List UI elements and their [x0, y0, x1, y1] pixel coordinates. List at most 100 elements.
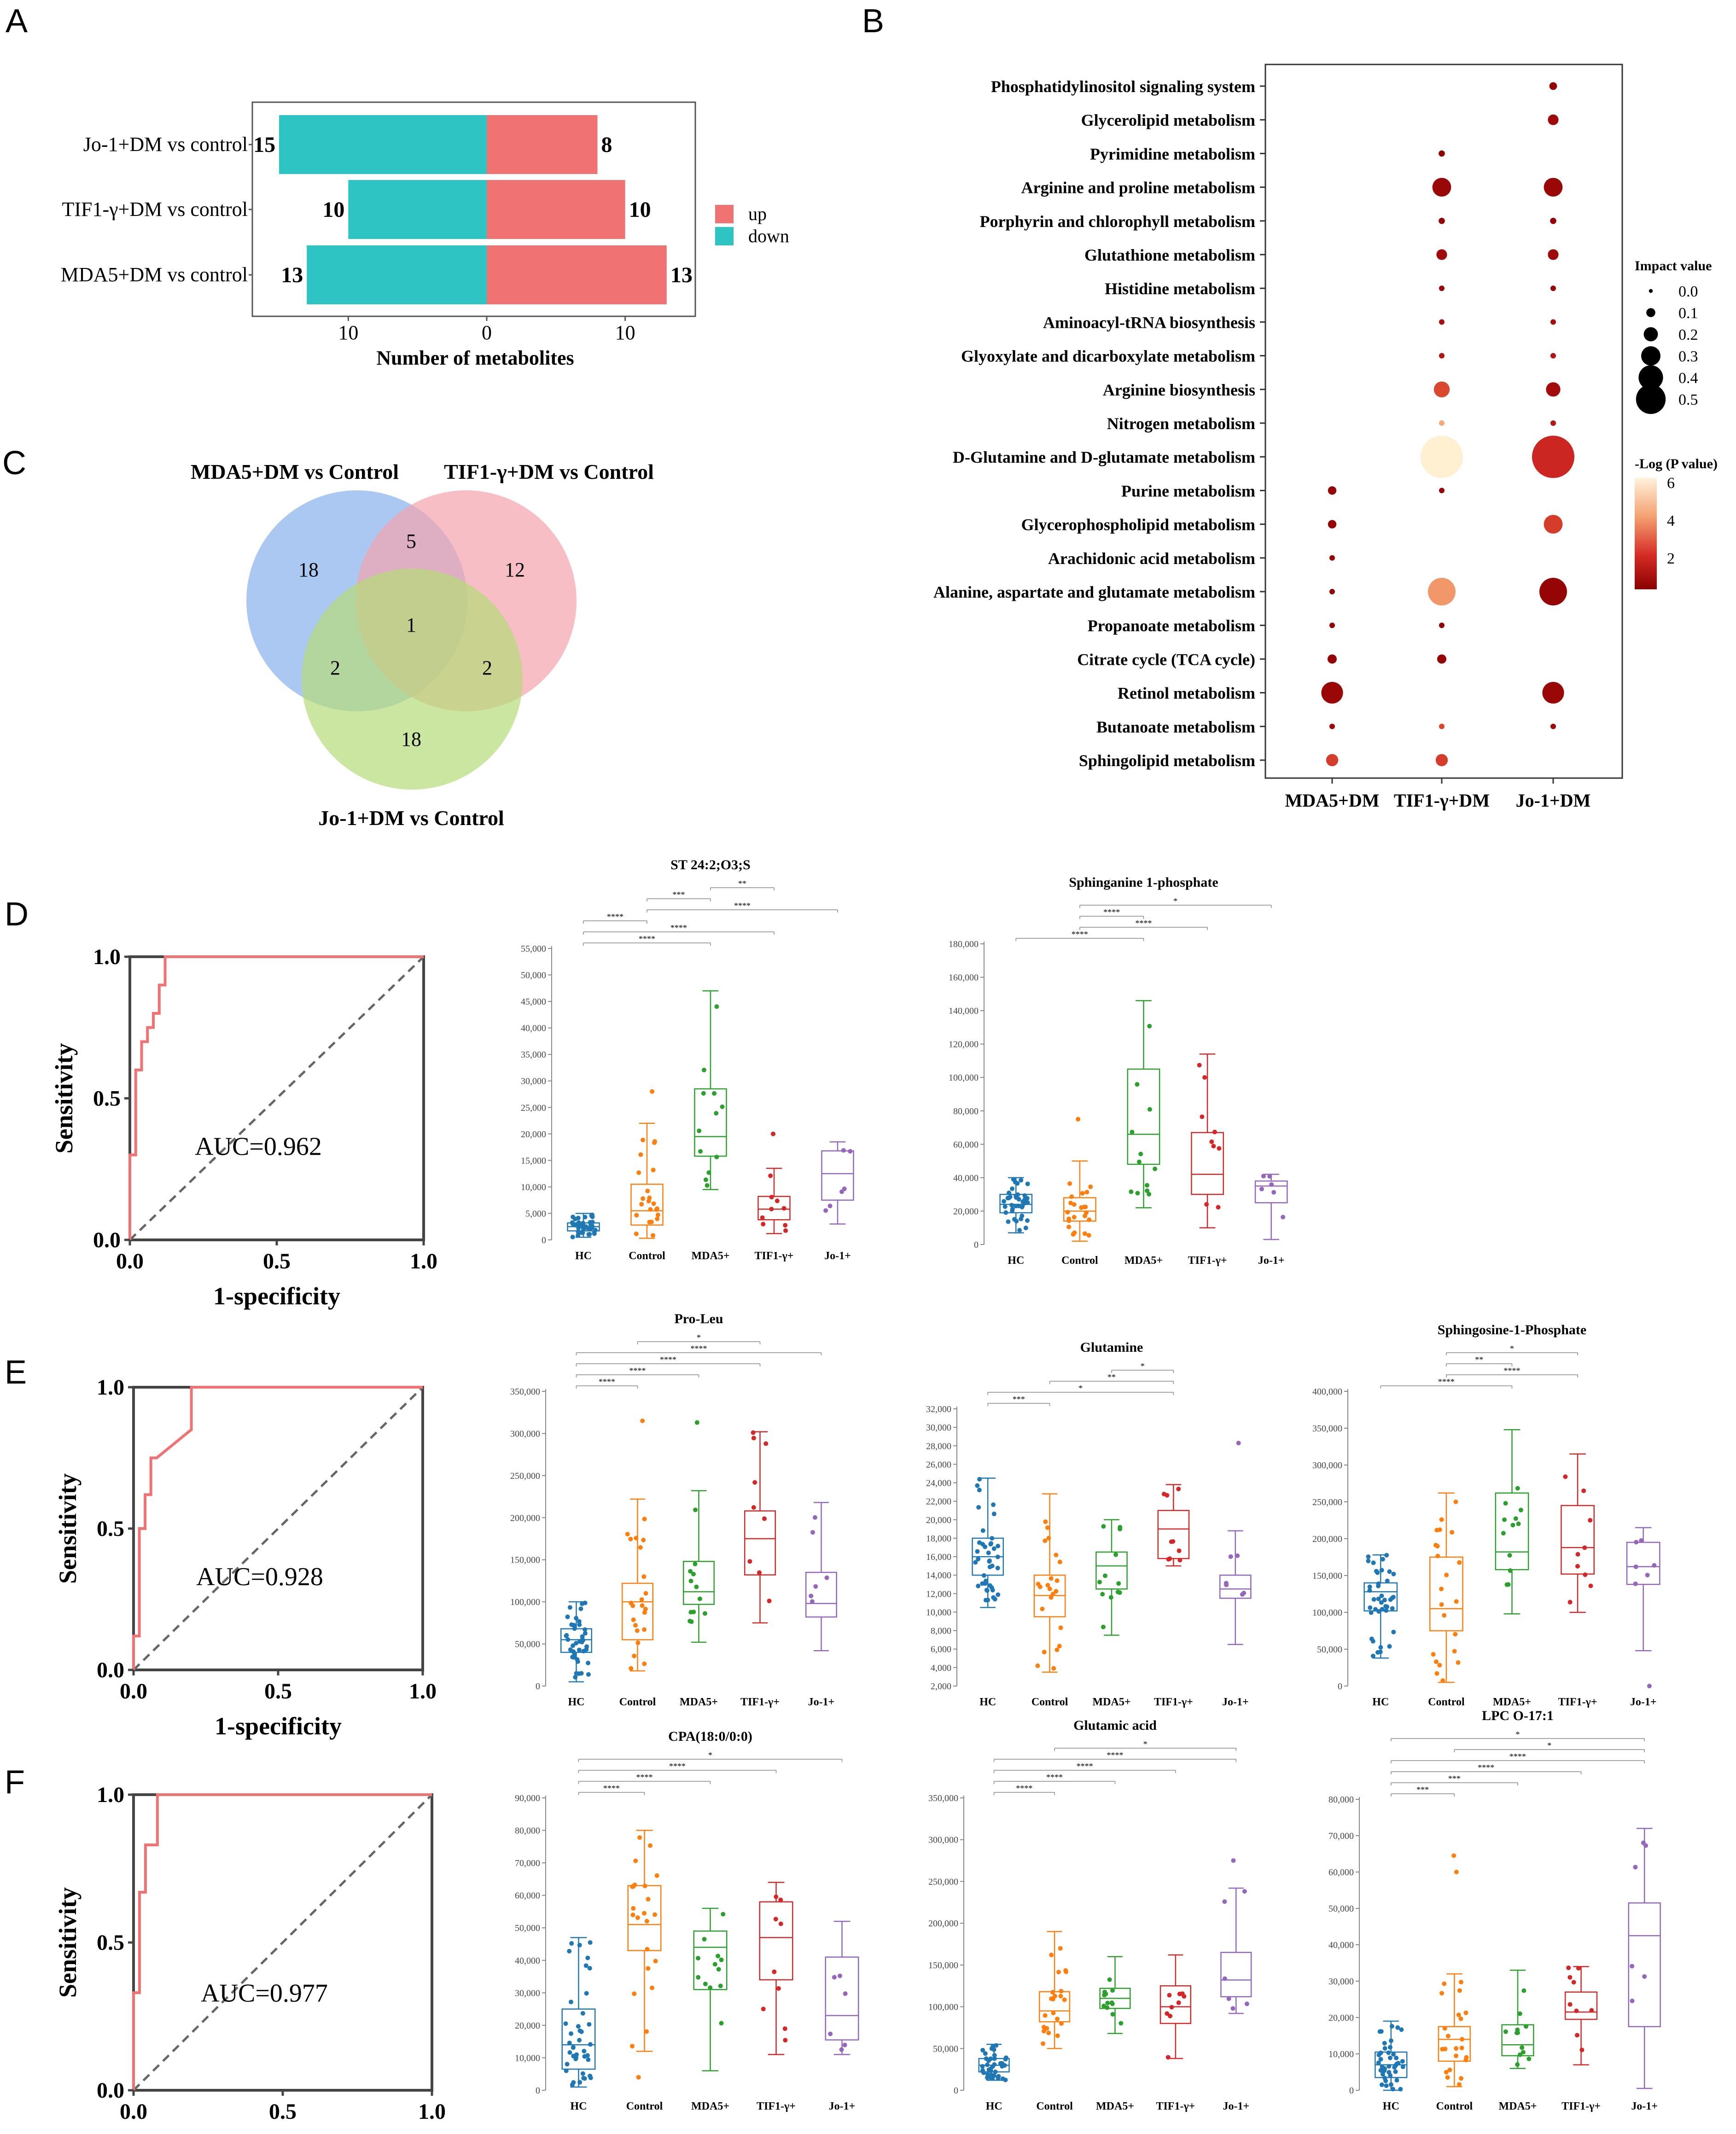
bubble-point [1328, 520, 1337, 529]
panel-e-box-glutamine: 2,000 4,000 6,000 8,000 10,000 12,000 14,000 16… [926, 1340, 1252, 1708]
data-point [1049, 1996, 1054, 2001]
data-point [1393, 2069, 1398, 2074]
data-point [1515, 1486, 1520, 1491]
group-label: Control [619, 1696, 656, 1708]
data-point [1046, 2030, 1051, 2035]
data-point [581, 1638, 586, 1643]
data-point [1454, 1599, 1459, 1604]
data-point [1211, 1144, 1216, 1149]
box-body [1191, 1132, 1224, 1195]
data-point [1008, 1194, 1013, 1199]
data-point [783, 1228, 788, 1233]
data-point [1454, 2046, 1459, 2051]
y-tick-label: 40,000 [1328, 1940, 1354, 1950]
sig-stars: * [1510, 1344, 1514, 1353]
group-label: HC [1372, 1696, 1389, 1708]
y-tick-label: 35,000 [521, 1050, 546, 1060]
data-point [984, 1587, 989, 1593]
data-point [1003, 1210, 1008, 1215]
y-tick-label: 25,000 [521, 1103, 546, 1113]
data-point [587, 1965, 592, 1971]
panel-f-box-lpc: 0 10,000 20,000 30,000 40,000 50,000 60,000 70,… [1328, 1708, 1661, 2112]
data-point [1630, 1998, 1635, 2003]
data-label-down: 13 [281, 263, 303, 287]
venn-set-label: TIF1-γ+DM vs Control [444, 460, 654, 483]
data-point [1588, 1518, 1593, 1523]
data-point [1442, 1981, 1447, 1986]
data-point [1101, 1624, 1106, 1629]
data-point [585, 1226, 590, 1231]
data-point [775, 1198, 780, 1204]
data-point [642, 1627, 647, 1632]
panel-label-a: A [6, 3, 28, 40]
y-tick-label: 14,000 [926, 1570, 951, 1581]
data-point [654, 1873, 659, 1878]
bubble-point [1433, 381, 1450, 397]
data-point [1517, 2052, 1522, 2057]
data-point [688, 1578, 693, 1583]
data-point [1378, 2068, 1383, 2073]
venn-region-count: 2 [330, 657, 340, 679]
bar-down [348, 180, 487, 239]
y-tick-label: 150,000 [1312, 1571, 1342, 1581]
x-tick-label: 1.0 [409, 1679, 437, 1704]
data-point [1054, 2017, 1060, 2022]
data-point [583, 1631, 588, 1636]
x-tick-label: 0.0 [120, 1679, 147, 1704]
y-tick-label: 5,000 [525, 1209, 546, 1219]
size-legend-label: 0.1 [1678, 305, 1698, 322]
data-point [629, 1600, 634, 1605]
box-body [630, 1183, 664, 1226]
data-point [571, 1215, 576, 1220]
group-label: HC [568, 1696, 585, 1708]
data-point [980, 2064, 985, 2069]
data-point [1012, 1217, 1017, 1222]
data-label-down: 10 [322, 198, 344, 222]
data-point [697, 1596, 702, 1601]
roc-curve [132, 1386, 423, 1670]
y-tick-label: 10,000 [926, 1607, 951, 1617]
y-tick-label: 28,000 [926, 1441, 951, 1451]
venn-set-label: Jo-1+DM vs Control [318, 806, 504, 830]
data-point [577, 1619, 582, 1624]
y-tick-label: 0 [536, 1681, 540, 1692]
bubble-point [1435, 754, 1448, 767]
group-label: Control [1061, 1255, 1098, 1267]
size-legend-dot [1641, 346, 1660, 366]
sig-stars: **** [669, 1762, 686, 1771]
y-tick-label: 70,000 [515, 1858, 540, 1868]
data-point [1442, 1613, 1447, 1618]
data-point [1520, 2050, 1526, 2055]
bubble-point [1539, 578, 1567, 605]
box-body [561, 2008, 596, 2070]
group-label: MDA5+ [1093, 1696, 1131, 1708]
chart-title: LPC O-17:1 [1482, 1708, 1554, 1723]
data-point [1447, 2067, 1452, 2072]
data-point [761, 1221, 766, 1227]
data-point [1042, 1650, 1047, 1655]
y-tick-label: 20,000 [515, 2021, 540, 2031]
data-point [588, 1220, 593, 1225]
data-point [983, 1544, 988, 1549]
data-point [702, 1936, 707, 1942]
bubble-point [1421, 436, 1463, 478]
size-legend-dot [1649, 289, 1653, 293]
data-point [987, 1558, 992, 1563]
data-point [1101, 2003, 1107, 2008]
data-point [1456, 2012, 1461, 2018]
data-point [1382, 2068, 1387, 2073]
data-point [810, 1599, 815, 1604]
outlier-point [694, 1420, 699, 1425]
data-point [827, 1204, 833, 1209]
data-point [1566, 1965, 1571, 1971]
data-point [1010, 1207, 1015, 1212]
y-tick-label: 12,000 [926, 1589, 951, 1599]
y-tick-label: 350,000 [928, 1793, 958, 1803]
data-point [1437, 1527, 1442, 1532]
data-point [580, 1634, 585, 1639]
data-point [1387, 1644, 1392, 1649]
data-point [1588, 1583, 1593, 1588]
sig-stars: **** [639, 934, 655, 943]
data-point [981, 2070, 986, 2075]
data-point [1016, 1197, 1021, 1202]
